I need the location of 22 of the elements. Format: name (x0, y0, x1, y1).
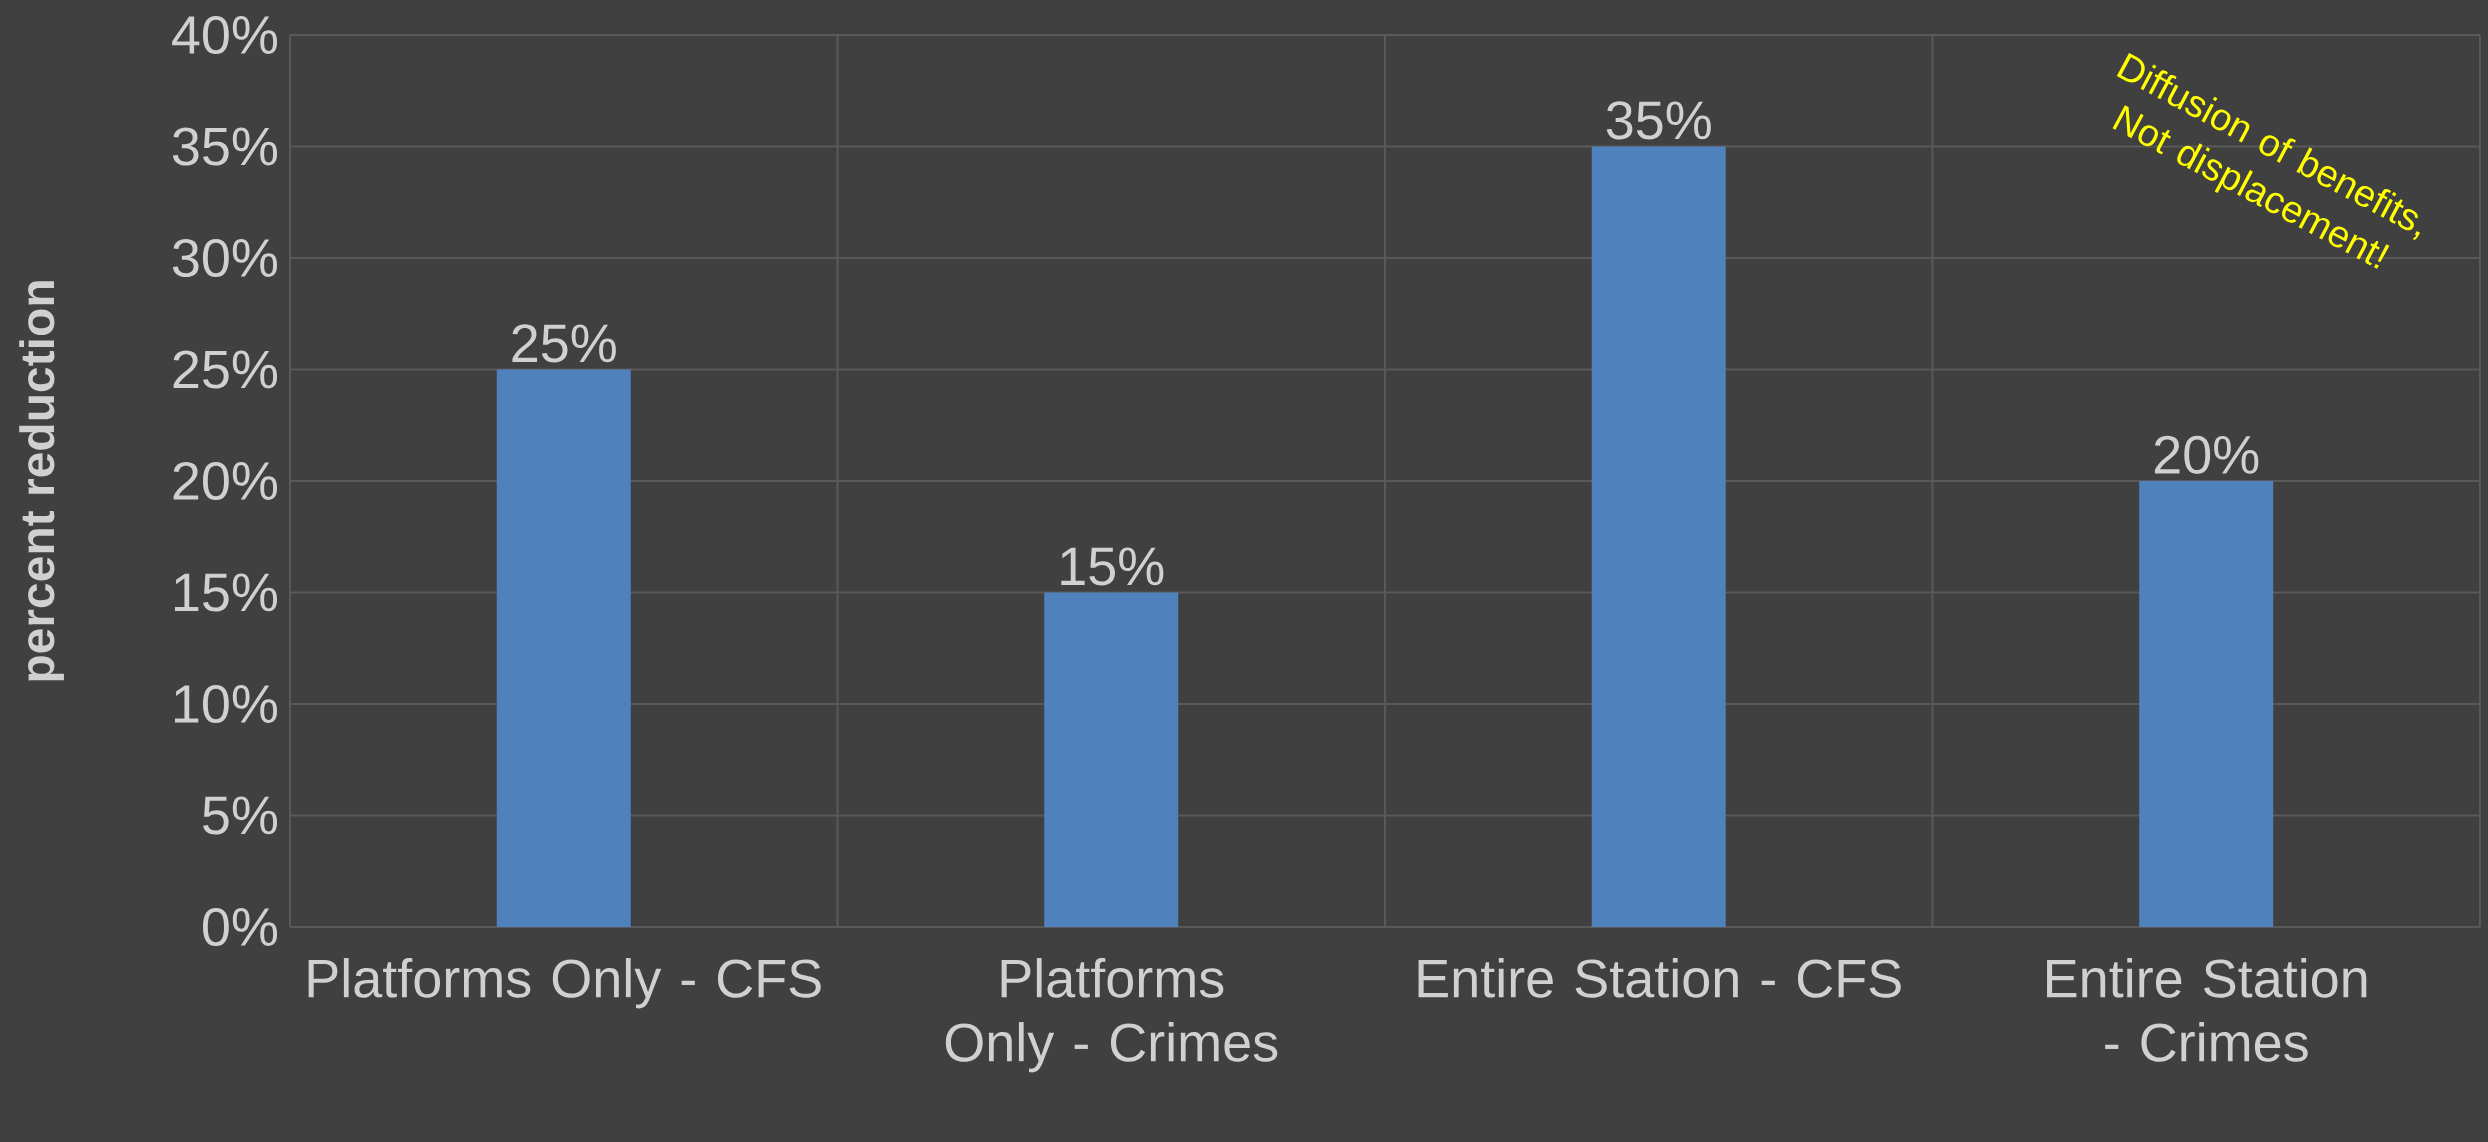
bar (496, 369, 631, 927)
y-tick-label: 35% (172, 127, 278, 166)
data-label: 15% (1061, 547, 1164, 586)
y-tick-label: 40% (172, 15, 278, 55)
y-tick-label: 20% (173, 461, 278, 501)
y-tick-label: 30% (172, 238, 278, 278)
x-tick-label: Platforms Only - CFS (308, 958, 821, 1009)
y-axis-title: percent reduction (19, 281, 64, 681)
y-tick-label: 10% (174, 684, 278, 724)
bar (1044, 592, 1179, 927)
y-tick-label: 25% (173, 350, 278, 389)
bar (1591, 146, 1726, 927)
y-tick-label: 15% (174, 573, 278, 612)
y-tick-label: 5% (203, 796, 278, 835)
x-tick-label: Entire Station - CFS (1418, 958, 1901, 998)
x-tick-label: Platforms Only - Crimes (945, 958, 1278, 1073)
data-label: 20% (2154, 435, 2259, 474)
data-label: 25% (512, 324, 616, 363)
data-label: 35% (1606, 101, 1711, 140)
y-tick-label: 0% (202, 907, 278, 947)
bar (2139, 481, 2274, 927)
x-tick-label: Entire Station - Crimes (2047, 958, 2367, 1062)
